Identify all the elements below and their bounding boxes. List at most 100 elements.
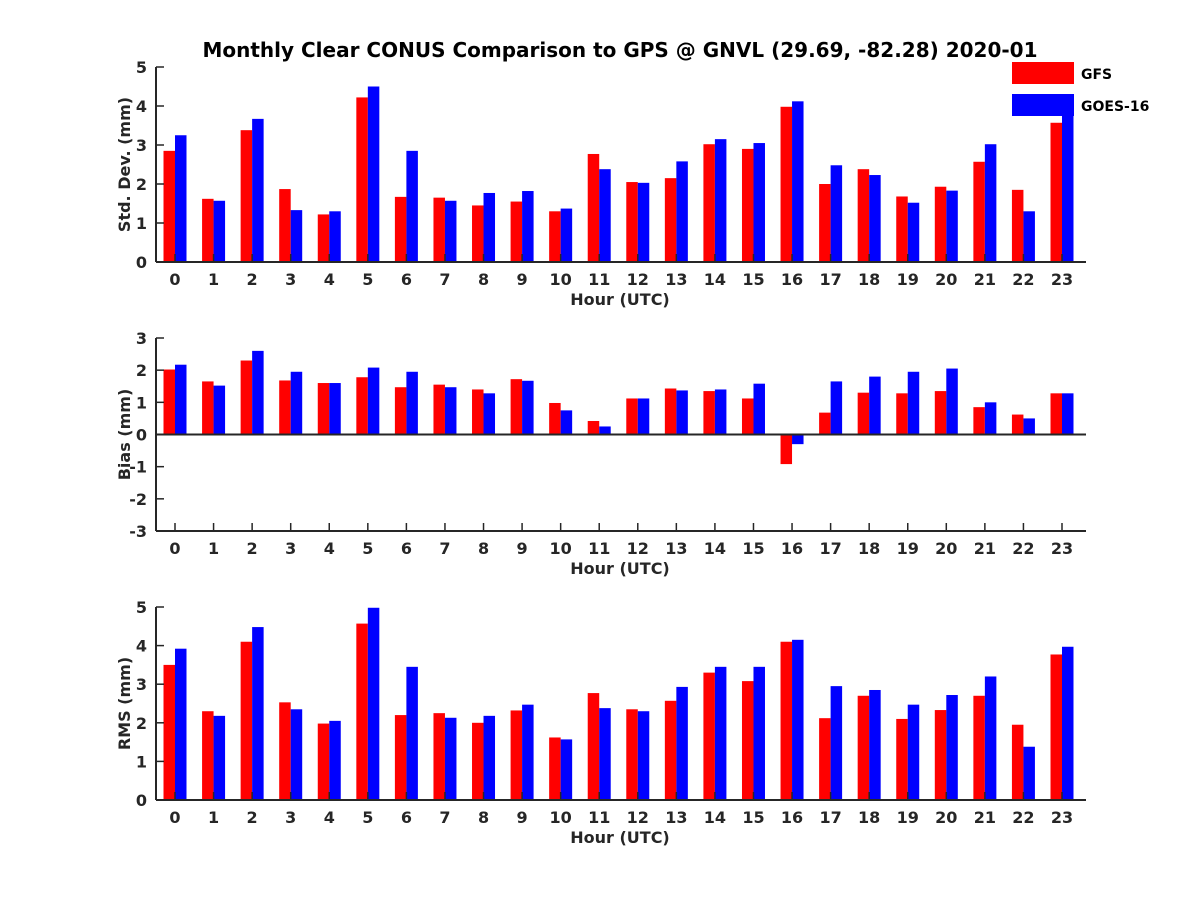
bar-std-gfs-hour-11 [587,153,600,262]
bar-std-goes16-hour-18 [869,175,881,262]
bar-bias-goes16-hour-13 [676,390,688,435]
x-tick-label-std-8: 8 [478,270,489,289]
y-tick-label-bias-3: 3 [136,329,147,348]
x-tick-label-bias-7: 7 [439,539,450,558]
x-tick-label-std-4: 4 [324,270,335,289]
y-tick-label-bias-0: 0 [136,426,147,445]
bar-bias-gfs-hour-7 [433,384,445,435]
x-tick-label-rms-14: 14 [704,808,726,827]
y-tick-label-std-0: 0 [136,253,147,272]
bar-std-goes16-hour-16 [792,101,804,262]
x-axis-label-rms: Hour (UTC) [570,828,670,847]
bar-std-gfs-hour-9 [510,201,523,262]
bar-rms-gfs-hour-11 [587,693,600,800]
y-tick-label-rms-5: 5 [136,598,147,617]
bar-bias-gfs-hour-9 [510,379,523,435]
x-tick-label-rms-8: 8 [478,808,489,827]
x-tick-label-std-22: 22 [1012,270,1034,289]
x-tick-label-bias-12: 12 [627,539,649,558]
bar-std-goes16-hour-2 [252,118,264,263]
bar-std-goes16-hour-20 [946,190,958,262]
bar-rms-gfs-hour-7 [433,713,445,800]
bar-std-gfs-hour-0 [163,150,175,262]
bar-rms-gfs-hour-5 [356,623,368,800]
bar-std-goes16-hour-4 [329,211,341,262]
bar-std-goes16-hour-3 [290,210,303,262]
bar-rms-gfs-hour-15 [741,681,754,800]
x-tick-label-bias-10: 10 [550,539,572,558]
x-tick-label-std-0: 0 [169,270,180,289]
bar-bias-gfs-hour-10 [549,402,561,435]
y-axis-label-std: Std. Dev. (mm) [115,97,134,232]
x-tick-label-rms-10: 10 [550,808,572,827]
x-tick-label-bias-21: 21 [974,539,996,558]
bar-std-gfs-hour-4 [317,214,330,262]
x-tick-label-bias-23: 23 [1051,539,1073,558]
bar-rms-goes16-hour-17 [830,686,843,800]
bar-rms-gfs-hour-10 [549,737,561,800]
x-tick-label-std-12: 12 [627,270,649,289]
bar-bias-goes16-hour-2 [252,350,264,435]
bar-std-gfs-hour-13 [664,178,677,262]
bar-bias-gfs-hour-22 [1011,414,1024,435]
bar-rms-gfs-hour-1 [202,711,214,800]
x-tick-label-rms-19: 19 [897,808,919,827]
bar-std-goes16-hour-0 [175,135,187,262]
bar-std-goes16-hour-10 [560,208,573,262]
bar-bias-gfs-hour-12 [626,398,638,435]
y-tick-label-bias--2: -2 [129,490,147,509]
x-axis-label-std: Hour (UTC) [570,290,670,309]
bar-rms-gfs-hour-23 [1050,654,1062,800]
bar-bias-goes16-hour-8 [483,393,496,435]
bar-bias-goes16-hour-0 [175,364,187,435]
x-tick-label-rms-5: 5 [362,808,373,827]
y-tick-label-rms-0: 0 [136,791,147,810]
x-tick-label-bias-2: 2 [247,539,258,558]
bar-rms-gfs-hour-9 [510,710,523,800]
y-tick-label-rms-2: 2 [136,714,147,733]
x-tick-label-bias-15: 15 [742,539,764,558]
legend-swatch-goes16 [1012,94,1074,116]
bar-std-gfs-hour-18 [857,169,870,262]
bar-rms-goes16-hour-7 [444,717,457,800]
x-tick-label-bias-11: 11 [588,539,610,558]
bar-std-gfs-hour-19 [896,196,908,262]
x-tick-label-bias-17: 17 [819,539,841,558]
bar-bias-gfs-hour-19 [896,393,908,435]
bar-std-gfs-hour-14 [703,144,715,262]
y-tick-label-std-1: 1 [136,214,147,233]
x-tick-label-std-15: 15 [742,270,764,289]
bar-bias-gfs-hour-17 [819,412,831,435]
bar-rms-goes16-hour-4 [329,720,341,800]
x-tick-label-bias-14: 14 [704,539,726,558]
bar-bias-gfs-hour-4 [317,383,330,435]
bar-bias-goes16-hour-15 [753,383,765,435]
x-tick-label-rms-4: 4 [324,808,335,827]
x-tick-label-rms-21: 21 [974,808,996,827]
bar-rms-goes16-hour-22 [1023,746,1035,800]
bar-rms-gfs-hour-13 [664,700,677,800]
bar-bias-gfs-hour-11 [587,420,600,435]
y-axis-label-rms: RMS (mm) [115,657,134,750]
x-tick-label-std-10: 10 [550,270,572,289]
x-tick-label-std-20: 20 [935,270,957,289]
legend-swatch-gfs [1012,62,1074,84]
bar-bias-goes16-hour-9 [522,380,534,435]
bar-bias-goes16-hour-16 [792,434,804,445]
x-tick-label-bias-8: 8 [478,539,489,558]
bar-std-goes16-hour-8 [483,192,496,262]
bar-bias-gfs-hour-2 [240,360,253,435]
bar-rms-gfs-hour-22 [1011,724,1024,800]
y-tick-label-rms-4: 4 [136,637,147,656]
bar-rms-goes16-hour-12 [637,711,650,800]
bar-rms-gfs-hour-2 [240,641,253,800]
bar-bias-goes16-hour-17 [830,381,843,435]
x-tick-label-bias-22: 22 [1012,539,1034,558]
bar-rms-goes16-hour-20 [946,695,958,800]
x-tick-label-std-21: 21 [974,270,996,289]
bar-rms-goes16-hour-18 [869,689,881,800]
bar-rms-goes16-hour-6 [406,666,418,800]
bar-rms-goes16-hour-3 [290,709,303,800]
bar-bias-gfs-hour-8 [472,389,484,435]
